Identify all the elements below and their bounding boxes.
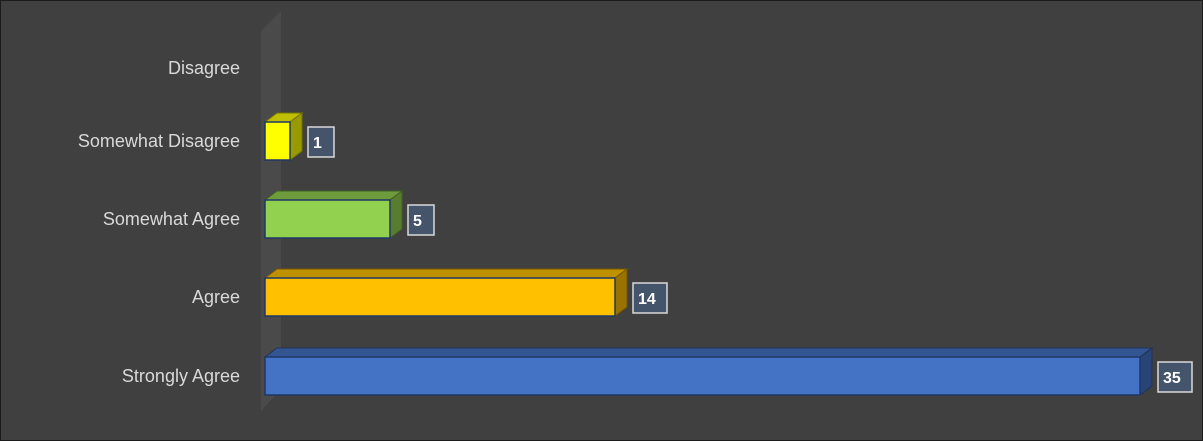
data-labels: 1 5 14 35 xyxy=(307,126,1193,393)
data-label-somewhat-disagree: 1 xyxy=(307,126,335,158)
bar-front-strongly-agree xyxy=(264,356,1141,396)
category-labels: Disagree Somewhat Disagree Somewhat Agree A… xyxy=(78,58,240,386)
category-label-strongly-agree: Strongly Agree xyxy=(122,366,240,386)
bar-side-somewhat-disagree xyxy=(289,112,303,161)
category-label-disagree: Disagree xyxy=(168,58,240,78)
bar-front-somewhat-disagree xyxy=(264,121,291,161)
category-label-somewhat-agree: Somewhat Agree xyxy=(103,209,240,229)
bar-front-somewhat-agree xyxy=(264,199,391,239)
category-label-agree: Agree xyxy=(192,287,240,307)
data-label-box-agree xyxy=(632,282,668,314)
data-label-agree: 14 xyxy=(632,282,668,314)
bars-group xyxy=(263,112,1154,396)
data-label-value-somewhat-disagree: 1 xyxy=(313,135,322,152)
data-label-box-somewhat-agree xyxy=(407,204,435,236)
bar-top-agree xyxy=(263,268,629,279)
data-label-box-strongly-agree xyxy=(1157,361,1193,393)
bar-somewhat-agree xyxy=(263,190,404,239)
data-label-strongly-agree: 35 xyxy=(1157,361,1193,393)
bar-front-agree xyxy=(264,277,616,317)
bar-somewhat-disagree xyxy=(263,112,304,161)
category-label-somewhat-disagree: Somewhat Disagree xyxy=(78,131,240,151)
bar-side-somewhat-agree xyxy=(389,190,403,239)
data-label-value-strongly-agree: 35 xyxy=(1163,370,1181,387)
data-label-value-agree: 14 xyxy=(638,291,656,308)
data-label-somewhat-agree: 5 xyxy=(407,204,435,236)
bar-top-strongly-agree xyxy=(263,347,1154,358)
bar-strongly-agree xyxy=(263,347,1154,396)
bar-side-strongly-agree xyxy=(1139,347,1153,396)
bar-side-agree xyxy=(614,268,628,317)
bar-agree xyxy=(263,268,629,317)
bar-top-somewhat-agree xyxy=(263,190,404,201)
data-label-value-somewhat-agree: 5 xyxy=(413,213,422,230)
data-label-box-somewhat-disagree xyxy=(307,126,335,158)
